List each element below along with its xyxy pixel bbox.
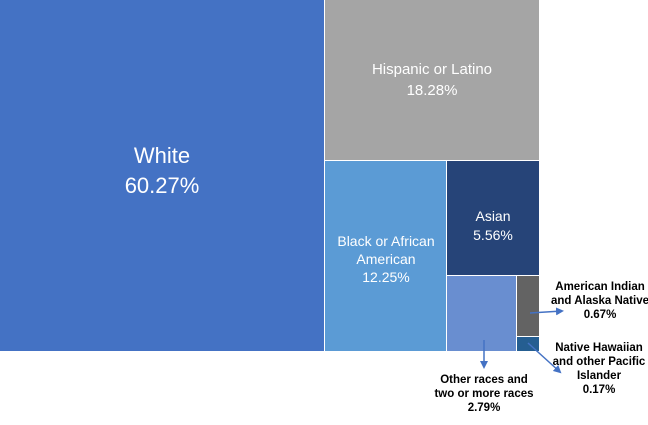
tile-american-indian-and-alaska-native [517, 276, 539, 336]
label-name-line: Native Hawaiian [555, 342, 643, 354]
label-value: 60.27% [125, 173, 200, 198]
label-asian: Asian 5.56% [473, 208, 513, 243]
label-value: 0.67% [584, 309, 617, 321]
tiles-layer [0, 0, 539, 351]
label-black-or-african-american: Black or African American 12.25% [337, 233, 434, 285]
tile-other-races-and-two-or-more-races [447, 276, 516, 351]
tile-asian [447, 161, 539, 275]
label-name-line: and other Pacific [553, 356, 646, 368]
arrow-american-indian-and-alaska-native [529, 307, 564, 316]
label-value: 0.17% [583, 384, 616, 396]
label-white: White 60.27% [125, 143, 200, 198]
tile-white [0, 0, 324, 351]
label-name-line: Other races and [440, 374, 528, 386]
label-value: 2.79% [468, 402, 501, 414]
label-name-line: Black or African [337, 233, 434, 249]
label-value: 18.28% [407, 82, 458, 99]
label-other-races-and-two-or-more-races: Other races and two or more races 2.79% [434, 374, 533, 414]
label-name-line: American [356, 251, 415, 267]
arrows-layer [480, 307, 564, 374]
label-name-line: White [134, 143, 190, 168]
arrow-native-hawaiian-and-other-pacific-islander [527, 342, 562, 374]
label-name-line: and Alaska Native [551, 295, 648, 307]
label-name-line: two or more races [434, 388, 533, 400]
label-name-line: Asian [475, 208, 510, 224]
label-american-indian-and-alaska-native: American Indian and Alaska Native 0.67% [551, 281, 648, 321]
label-hispanic-or-latino: Hispanic or Latino 18.28% [372, 61, 492, 99]
tile-black-or-african-american [325, 161, 446, 351]
label-value: 5.56% [473, 227, 513, 243]
label-name-line: Hispanic or Latino [372, 61, 492, 78]
labels-layer: White 60.27% Hispanic or Latino 18.28% Black… [125, 61, 648, 414]
label-name-line: Islander [577, 370, 622, 382]
label-value: 12.25% [362, 269, 409, 285]
label-native-hawaiian-and-other-pacific-islander: Native Hawaiian and other Pacific Islander… [553, 342, 646, 396]
tile-hispanic-or-latino [325, 0, 539, 160]
label-name-line: American Indian [555, 281, 644, 293]
